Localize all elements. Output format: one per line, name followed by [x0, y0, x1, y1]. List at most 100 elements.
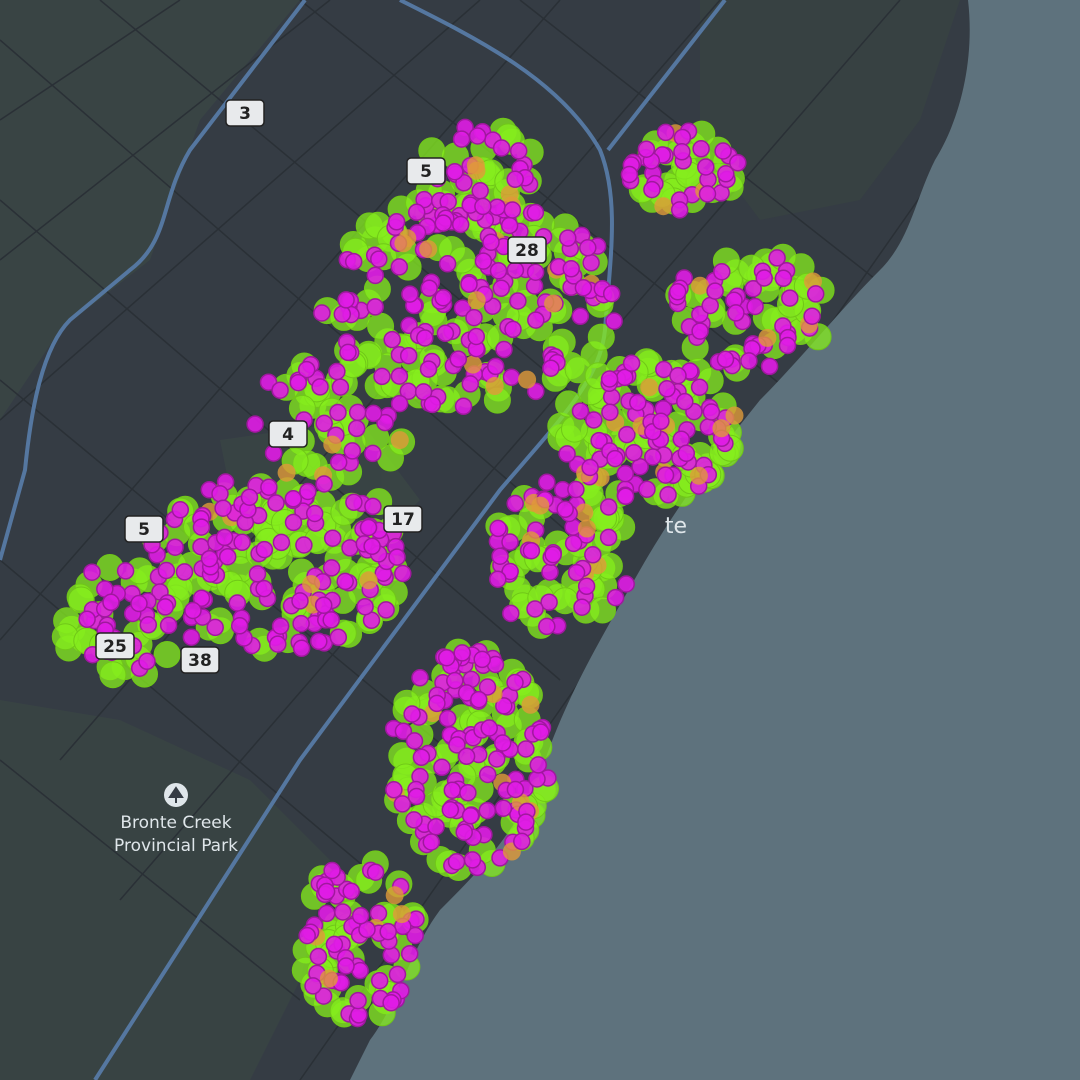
point-magenta: [345, 493, 363, 512]
point-magenta: [449, 350, 468, 368]
point-magenta: [314, 987, 333, 1005]
point-magenta: [691, 322, 709, 340]
point-magenta: [502, 368, 521, 386]
point-magenta: [451, 215, 470, 234]
point-magenta: [656, 466, 675, 484]
point-magenta: [377, 601, 395, 619]
point-magenta: [363, 537, 381, 556]
route-shield: 17: [383, 505, 423, 533]
point-magenta: [411, 669, 429, 687]
point-magenta: [364, 444, 382, 463]
point-magenta: [509, 292, 527, 310]
point-magenta: [652, 412, 670, 431]
point-magenta: [488, 750, 506, 768]
point-magenta: [407, 787, 426, 806]
point-orange: [712, 419, 731, 438]
point-magenta: [284, 490, 303, 508]
point-magenta: [448, 736, 466, 754]
point-magenta: [314, 596, 333, 614]
point-magenta: [454, 397, 473, 416]
point-magenta: [501, 562, 519, 581]
point-magenta: [428, 694, 446, 713]
point-magenta: [692, 140, 710, 158]
point-magenta: [463, 851, 482, 869]
point-magenta: [501, 533, 519, 551]
point-magenta: [579, 239, 597, 257]
shield-box: [225, 99, 265, 127]
point-magenta: [506, 780, 525, 799]
point-magenta: [272, 533, 291, 552]
point-orange: [467, 291, 486, 310]
point-magenta: [478, 765, 497, 784]
point-magenta: [564, 534, 583, 553]
point-magenta: [299, 482, 317, 501]
point-magenta: [334, 903, 352, 921]
point-magenta: [322, 559, 341, 577]
point-magenta: [465, 308, 483, 327]
point-magenta: [562, 260, 580, 278]
point-magenta: [342, 882, 360, 900]
point-magenta: [78, 610, 96, 629]
point-magenta: [803, 307, 821, 325]
point-green: [587, 323, 615, 351]
point-magenta: [337, 291, 355, 309]
point-orange: [654, 197, 673, 216]
point-magenta: [455, 823, 473, 841]
point-magenta: [323, 529, 342, 547]
point-magenta: [298, 926, 316, 945]
point-magenta: [492, 139, 511, 157]
point-magenta: [304, 977, 322, 995]
point-magenta: [538, 473, 556, 492]
shield-label: 28: [515, 241, 539, 261]
point-magenta: [370, 971, 389, 990]
point-magenta: [494, 799, 513, 818]
point-magenta: [489, 261, 508, 280]
point-magenta: [419, 360, 438, 378]
point-magenta: [175, 563, 194, 581]
point-orange: [531, 496, 550, 515]
point-orange: [691, 276, 709, 295]
point-magenta: [388, 548, 406, 566]
point-magenta: [622, 354, 641, 373]
point-magenta: [390, 258, 409, 276]
point-magenta: [420, 279, 438, 297]
point-magenta: [527, 311, 545, 329]
route-shield: 28: [507, 236, 547, 264]
shield-label: 4: [282, 425, 294, 445]
point-magenta: [527, 382, 545, 401]
point-magenta: [317, 904, 336, 923]
point-orange: [577, 519, 596, 538]
point-orange: [725, 406, 744, 425]
point-magenta: [240, 488, 259, 506]
point-magenta: [478, 678, 497, 696]
point-magenta: [446, 162, 464, 181]
point-orange: [544, 294, 563, 313]
point-magenta: [171, 501, 190, 519]
point-magenta: [297, 360, 316, 379]
point-magenta: [400, 944, 419, 963]
point-magenta: [393, 795, 412, 813]
point-magenta: [215, 528, 234, 547]
point-magenta: [214, 499, 232, 517]
point-magenta: [467, 327, 486, 346]
park-poi: Bronte Creek Provincial Park: [114, 783, 238, 856]
point-magenta: [457, 747, 476, 766]
point-magenta: [218, 547, 237, 566]
park-tree: [168, 786, 184, 803]
point-magenta: [602, 284, 621, 303]
point-magenta: [271, 617, 290, 635]
point-magenta: [509, 142, 528, 160]
point-magenta: [423, 395, 442, 414]
point-magenta: [437, 648, 456, 667]
point-magenta: [746, 297, 764, 316]
point-magenta: [390, 367, 409, 385]
point-magenta: [443, 781, 462, 800]
point-magenta: [412, 748, 431, 767]
place-label: te: [665, 514, 687, 539]
shield-box: [507, 236, 547, 264]
point-magenta: [495, 340, 513, 359]
point-magenta: [529, 756, 548, 774]
point-magenta: [260, 478, 278, 496]
point-orange: [302, 575, 321, 594]
point-magenta: [184, 601, 202, 620]
